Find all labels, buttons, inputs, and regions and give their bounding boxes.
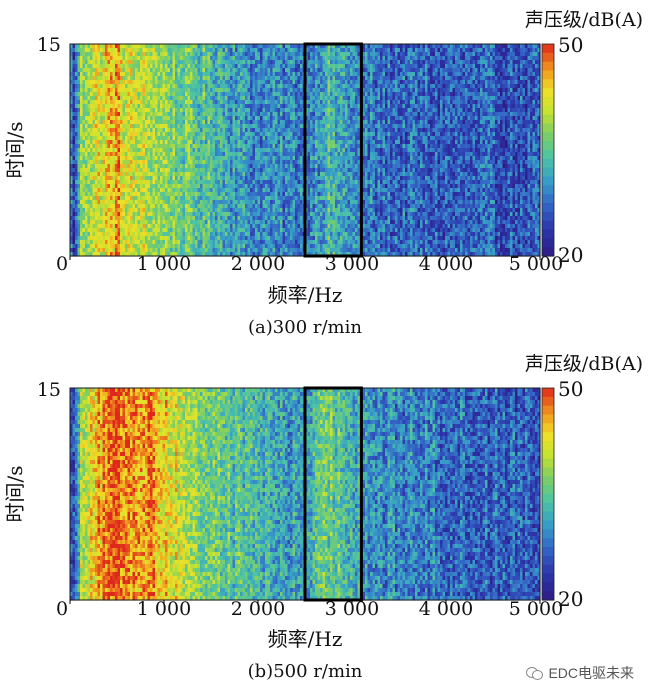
x-tick-label: 3 000 bbox=[325, 598, 379, 620]
y-axis-label: 时间/s bbox=[3, 121, 27, 178]
watermark: EDC电驱未来 bbox=[526, 663, 634, 683]
colorbar-segment bbox=[542, 194, 554, 203]
colorbar-segment bbox=[542, 221, 554, 230]
wechat-icon bbox=[526, 666, 544, 680]
colorbar-segment bbox=[542, 124, 554, 133]
colorbar-segment bbox=[542, 582, 554, 591]
colorbar: 50 20 声压级/dB(A) bbox=[525, 353, 643, 611]
colorbar-segment bbox=[542, 556, 554, 565]
colorbar-segment bbox=[542, 150, 554, 159]
chart-panel-2: 0 1 000 2 000 3 000 4 000 5 000 15 频率/Hz 时间/s (b)… bbox=[3, 353, 643, 682]
colorbar-segment bbox=[542, 574, 554, 583]
colorbar-segment bbox=[542, 388, 554, 397]
colorbar-segment bbox=[542, 53, 554, 62]
colorbar-segment bbox=[542, 521, 554, 530]
colorbar-max-label: 50 bbox=[558, 33, 583, 57]
x-tick-label: 1 000 bbox=[137, 253, 191, 275]
colorbar-segment bbox=[542, 441, 554, 450]
panel-caption: (a)300 r/min bbox=[248, 317, 362, 338]
colorbar-segment bbox=[542, 476, 554, 485]
chart-panel-1: 0 1 000 2 000 3 000 4 000 5 000 15 频率/Hz 时间/s (a)… bbox=[3, 9, 643, 338]
colorbar-segment bbox=[542, 494, 554, 503]
colorbar-segment bbox=[542, 168, 554, 177]
colorbar-segment bbox=[542, 529, 554, 538]
colorbar-segment bbox=[542, 62, 554, 71]
x-tick-label: 4 000 bbox=[419, 598, 473, 620]
colorbar-segment bbox=[542, 71, 554, 80]
colorbar-segment bbox=[542, 547, 554, 556]
panel-caption: (b)500 r/min bbox=[248, 661, 363, 682]
colorbar-segment bbox=[542, 406, 554, 415]
x-tick-label: 4 000 bbox=[419, 253, 473, 275]
spectrogram-figure: 0 1 000 2 000 3 000 4 000 5 000 15 频率/Hz 时间/s (a)… bbox=[0, 0, 648, 691]
colorbar-segment bbox=[542, 485, 554, 494]
colorbar-min-label: 20 bbox=[558, 243, 583, 267]
colorbar-segment bbox=[542, 141, 554, 150]
x-tick-label: 0 bbox=[56, 253, 68, 275]
x-tick-label: 1 000 bbox=[137, 598, 191, 620]
colorbar-segment bbox=[542, 432, 554, 441]
colorbar-segment bbox=[542, 79, 554, 88]
colorbar-segment bbox=[542, 97, 554, 106]
colorbar-title: 声压级/dB(A) bbox=[525, 353, 643, 375]
x-tick-label: 5 000 bbox=[509, 598, 563, 620]
x-tick-label: 0 bbox=[56, 598, 68, 620]
colorbar-segment bbox=[542, 538, 554, 547]
colorbar-segment bbox=[542, 415, 554, 424]
colorbar-title: 声压级/dB(A) bbox=[525, 9, 643, 31]
colorbar-segment bbox=[542, 44, 554, 53]
x-tick-label: 5 000 bbox=[509, 253, 563, 275]
colorbar-segment bbox=[542, 230, 554, 239]
colorbar-segment bbox=[542, 115, 554, 124]
y-axis-label: 时间/s bbox=[3, 465, 27, 522]
colorbar-segment bbox=[542, 247, 554, 256]
x-tick-label: 3 000 bbox=[325, 253, 379, 275]
colorbar-segment bbox=[542, 450, 554, 459]
x-tick-label: 2 000 bbox=[231, 253, 285, 275]
colorbar-segment bbox=[542, 88, 554, 97]
colorbar-segment bbox=[542, 177, 554, 186]
colorbar-min-label: 20 bbox=[558, 587, 583, 611]
colorbar-max-label: 50 bbox=[558, 377, 583, 401]
colorbar-segment bbox=[542, 203, 554, 212]
colorbar-segment bbox=[542, 238, 554, 247]
colorbar-segment bbox=[542, 565, 554, 574]
colorbar-segment bbox=[542, 212, 554, 221]
x-axis-label: 频率/Hz bbox=[268, 627, 343, 651]
colorbar-segment bbox=[542, 591, 554, 600]
y-tick-label-top: 15 bbox=[37, 379, 61, 401]
colorbar-segment bbox=[542, 397, 554, 406]
colorbar-segment bbox=[542, 106, 554, 115]
colorbar-segment bbox=[542, 512, 554, 521]
watermark-text: EDC电驱未来 bbox=[548, 663, 634, 683]
x-tick-label: 2 000 bbox=[231, 598, 285, 620]
x-axis-label: 频率/Hz bbox=[268, 283, 343, 307]
colorbar-segment bbox=[542, 423, 554, 432]
colorbar-segment bbox=[542, 185, 554, 194]
colorbar-segment bbox=[542, 132, 554, 141]
colorbar-segment bbox=[542, 503, 554, 512]
colorbar: 50 20 声压级/dB(A) bbox=[525, 9, 643, 267]
colorbar-segment bbox=[542, 459, 554, 468]
y-tick-label-top: 15 bbox=[37, 34, 61, 56]
colorbar-segment bbox=[542, 159, 554, 168]
colorbar-segment bbox=[542, 468, 554, 477]
